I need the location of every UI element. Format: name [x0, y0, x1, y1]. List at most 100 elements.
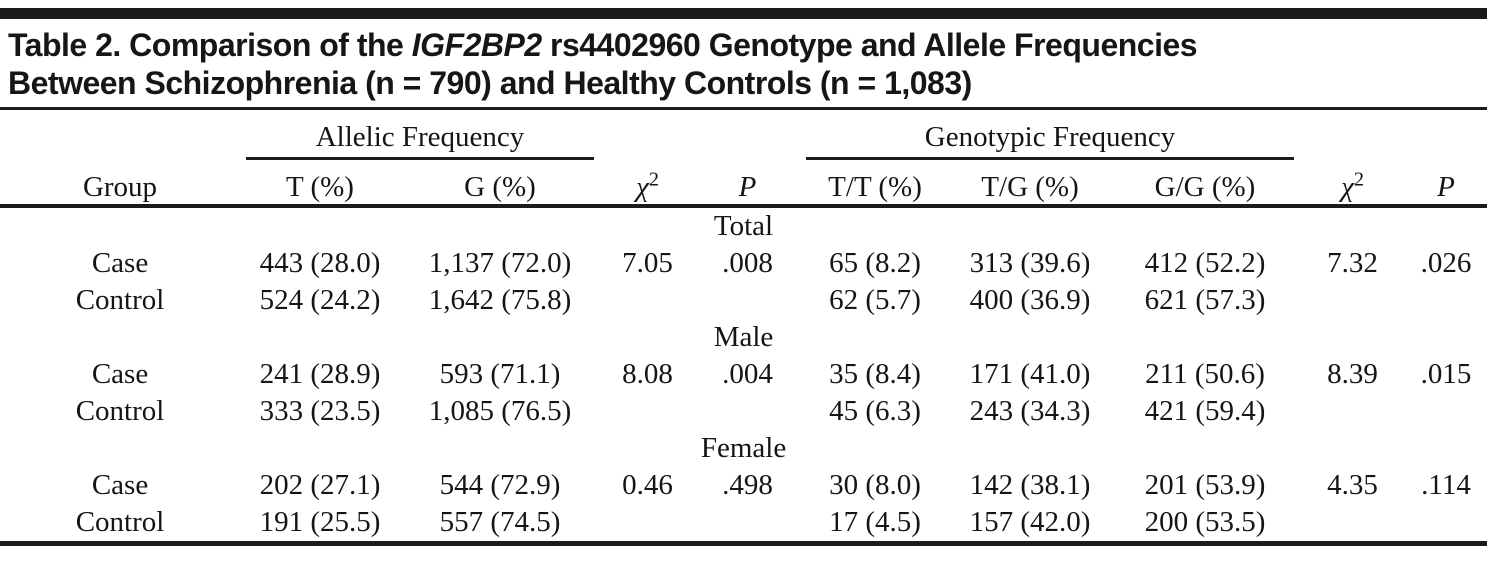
cell-p-allelic — [695, 504, 800, 541]
section-row-female: Female — [0, 430, 1487, 467]
cell-tg-pct: 142 (38.1) — [969, 469, 1091, 501]
cell-chi-allelic — [600, 393, 695, 430]
row-total-control: Control 524 (24.2) 1,642 (75.8) 62 (5.7)… — [0, 282, 1487, 319]
col-header-group: Group — [0, 160, 240, 208]
cell-tt-pct: 17 (4.5) — [829, 506, 921, 538]
section-label: Female — [700, 432, 787, 464]
spanner-empty-cell — [695, 110, 800, 160]
cell-p-allelic — [695, 393, 800, 430]
cell-tt-pct: 30 (8.0) — [829, 469, 921, 501]
cell-chi-genotypic — [1300, 282, 1405, 319]
title-text: Table 2. Comparison of the — [8, 27, 412, 63]
row-male-control: Control 333 (23.5) 1,085 (76.5) 45 (6.3)… — [0, 393, 1487, 430]
cell-gg-pct: 421 (59.4) — [1144, 395, 1266, 427]
cell-gg-pct: 412 (52.2) — [1144, 247, 1266, 279]
col-header-t-pct: T (%) — [240, 160, 400, 208]
cell-gg-pct: 201 (53.9) — [1144, 469, 1266, 501]
title-text: rs4402960 Genotype and Allele Frequencie… — [541, 27, 1198, 63]
cell-g-pct: 1,137 (72.0) — [428, 247, 572, 279]
cell-p-allelic: .008 — [722, 247, 773, 279]
cell-p-genotypic — [1405, 504, 1487, 541]
cell-tg-pct: 171 (41.0) — [969, 358, 1091, 390]
cell-t-pct: 241 (28.9) — [259, 358, 381, 390]
cell-gg-pct: 621 (57.3) — [1144, 284, 1266, 316]
col-header-chi-square-genotypic: χ2 — [1300, 160, 1406, 208]
cell-p-genotypic — [1405, 282, 1487, 319]
cell-tt-pct: 35 (8.4) — [829, 358, 921, 390]
cell-p-allelic: .004 — [722, 358, 773, 390]
col-header-g-pct: G (%) — [400, 160, 601, 208]
cell-g-pct: 1,085 (76.5) — [428, 395, 572, 427]
cell-g-pct: 1,642 (75.8) — [428, 284, 572, 316]
cell-chi-allelic — [600, 282, 695, 319]
cell-chi-allelic: 0.46 — [622, 469, 673, 501]
cell-chi-genotypic — [1300, 504, 1405, 541]
row-label: Control — [75, 395, 165, 427]
table-title: Table 2. Comparison of the IGF2BP2 rs440… — [0, 19, 1487, 107]
cell-t-pct: 524 (24.2) — [259, 284, 381, 316]
cell-chi-genotypic: 7.32 — [1327, 247, 1378, 279]
cell-tg-pct: 157 (42.0) — [969, 506, 1091, 538]
table-title-line-2: Between Schizophrenia (n = 790) and Heal… — [8, 65, 972, 101]
bottom-rule — [0, 541, 1487, 546]
cell-tt-pct: 45 (6.3) — [829, 395, 921, 427]
top-rule — [0, 8, 1487, 19]
cell-chi-allelic — [600, 504, 695, 541]
row-label: Case — [91, 469, 149, 501]
cell-t-pct: 443 (28.0) — [259, 247, 381, 279]
col-header-p-genotypic: P — [1405, 160, 1487, 208]
row-female-control: Control 191 (25.5) 557 (74.5) 17 (4.5) 1… — [0, 504, 1487, 541]
title-gene-name-italic: IGF2BP2 — [411, 27, 542, 63]
column-header-row: Group T (%) G (%) χ2 P T/T (%) T/G (%) G… — [0, 160, 1487, 208]
spanner-header-row: Allelic Frequency Genotypic Frequency — [0, 110, 1487, 160]
spanner-empty-cell — [600, 110, 695, 160]
cell-t-pct: 191 (25.5) — [259, 506, 381, 538]
cell-chi-genotypic — [1300, 393, 1405, 430]
cell-chi-genotypic: 8.39 — [1327, 358, 1378, 390]
cell-g-pct: 557 (74.5) — [439, 506, 561, 538]
spanner-empty-cell — [0, 110, 240, 160]
cell-g-pct: 593 (71.1) — [439, 358, 561, 390]
cell-chi-allelic: 8.08 — [622, 358, 673, 390]
row-total-case: Case 443 (28.0) 1,137 (72.0) 7.05 .008 6… — [0, 245, 1487, 282]
cell-g-pct: 544 (72.9) — [439, 469, 561, 501]
cell-gg-pct: 200 (53.5) — [1144, 506, 1266, 538]
section-row-male: Male — [0, 319, 1487, 356]
row-female-case: Case 202 (27.1) 544 (72.9) 0.46 .498 30 … — [0, 467, 1487, 504]
spanner-empty-cell — [1405, 110, 1487, 160]
section-label: Male — [713, 321, 774, 353]
title-divider-rule — [0, 107, 1487, 110]
cell-p-genotypic — [1405, 393, 1487, 430]
row-label: Control — [75, 284, 165, 316]
row-label: Case — [91, 358, 149, 390]
cell-chi-genotypic: 4.35 — [1327, 469, 1378, 501]
section-label: Total — [713, 210, 774, 242]
allelic-frequency-spanner: Allelic Frequency — [240, 110, 600, 160]
cell-p-genotypic: .114 — [1421, 469, 1471, 501]
genotypic-frequency-label: Genotypic Frequency — [806, 121, 1295, 160]
cell-t-pct: 202 (27.1) — [259, 469, 381, 501]
cell-tg-pct: 313 (39.6) — [969, 247, 1091, 279]
col-header-tt-pct: T/T (%) — [800, 160, 951, 208]
cell-t-pct: 333 (23.5) — [259, 395, 381, 427]
cell-p-genotypic: .026 — [1420, 247, 1472, 279]
section-row-total: Total — [0, 206, 1487, 245]
spanner-empty-cell — [1300, 110, 1405, 160]
row-male-case: Case 241 (28.9) 593 (71.1) 8.08 .004 35 … — [0, 356, 1487, 393]
table-title-line-1: Table 2. Comparison of the IGF2BP2 rs440… — [8, 26, 1477, 64]
cell-tt-pct: 62 (5.7) — [829, 284, 921, 316]
cell-p-genotypic: .015 — [1420, 358, 1472, 390]
genotypic-frequency-spanner: Genotypic Frequency — [800, 110, 1300, 160]
col-header-p-allelic: P — [695, 160, 801, 208]
cell-tg-pct: 400 (36.9) — [969, 284, 1091, 316]
genotype-allele-frequency-table: Allelic Frequency Genotypic Frequency Gr… — [0, 110, 1487, 541]
cell-tg-pct: 243 (34.3) — [969, 395, 1091, 427]
row-label: Control — [75, 506, 165, 538]
col-header-gg-pct: G/G (%) — [1110, 160, 1301, 208]
row-label: Case — [91, 247, 149, 279]
cell-chi-allelic: 7.05 — [622, 247, 673, 279]
col-header-tg-pct: T/G (%) — [950, 160, 1111, 208]
cell-tt-pct: 65 (8.2) — [829, 247, 921, 279]
allelic-frequency-label: Allelic Frequency — [246, 121, 595, 160]
